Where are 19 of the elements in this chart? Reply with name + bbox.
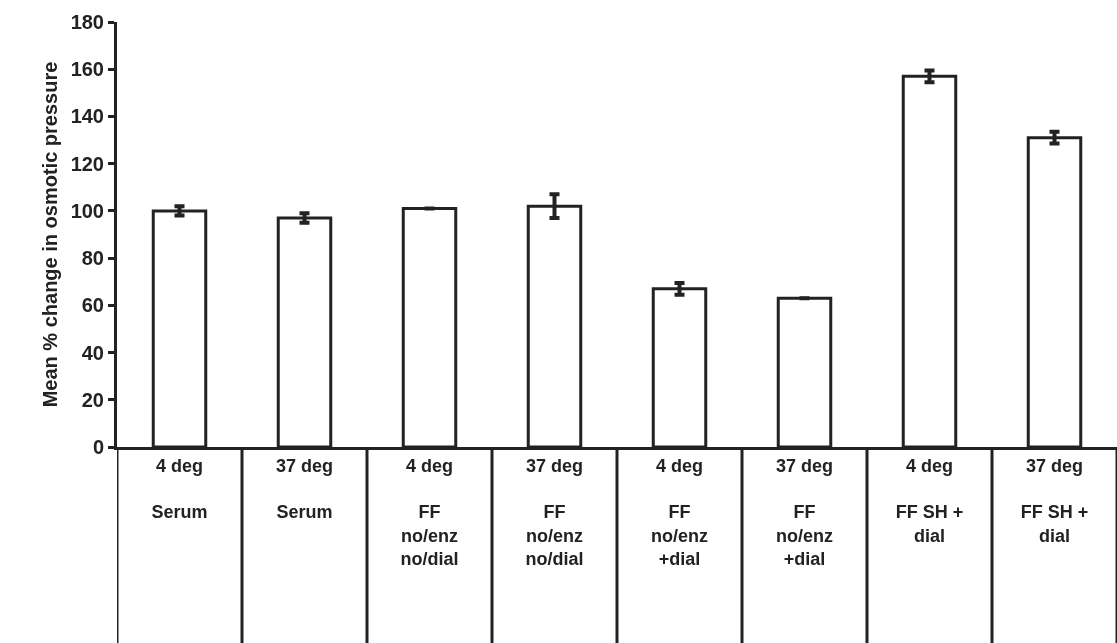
- category-label: 4 deg Serum: [151, 455, 208, 523]
- y-tick-label: 160: [70, 58, 104, 81]
- category-label: 4 deg FF SH + dial: [895, 455, 964, 546]
- category-label: 37 deg FF SH + dial: [1020, 455, 1089, 546]
- y-tick-label: 20: [81, 388, 104, 411]
- y-tick-label: 140: [70, 105, 104, 128]
- category-label: 37 deg FF no/enz +dial: [775, 455, 834, 570]
- category-label: 4 deg FF no/enz +dial: [651, 455, 708, 570]
- y-tick-label: 40: [81, 341, 104, 364]
- y-axis-title: Mean % change in osmotic pressure: [39, 61, 62, 408]
- category-label: 4 deg FF no/enz no/dial: [400, 455, 459, 570]
- y-tick-label: 100: [70, 199, 104, 222]
- y-tick-label: 180: [70, 11, 104, 33]
- category-label: 37 deg FF no/enz no/dial: [525, 455, 584, 570]
- y-tick-label: 0: [92, 436, 104, 458]
- y-tick-label: 80: [81, 247, 104, 270]
- y-tick-label: 60: [81, 294, 104, 317]
- category-label: 37 deg Serum: [275, 455, 334, 523]
- y-tick-label: 120: [70, 152, 104, 175]
